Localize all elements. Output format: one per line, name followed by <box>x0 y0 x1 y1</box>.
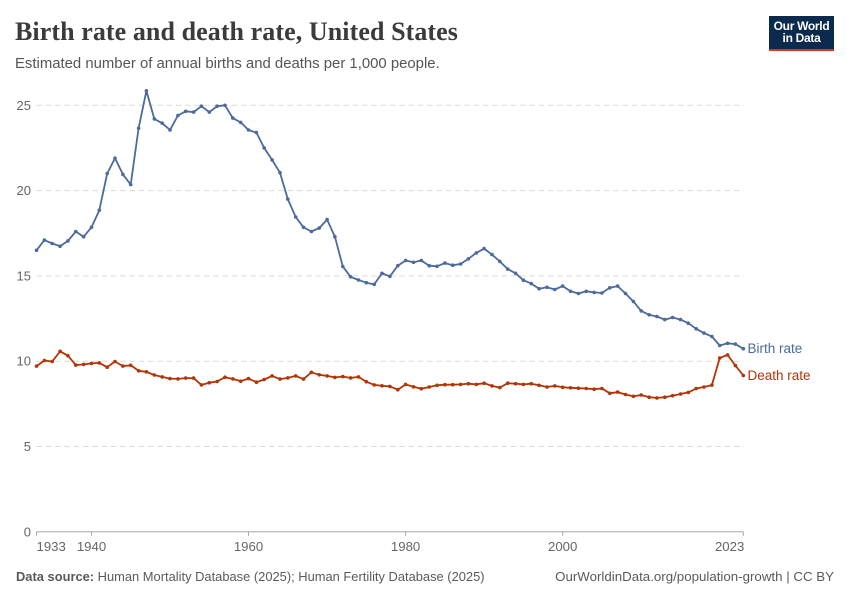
svg-text:2023: 2023 <box>715 539 744 554</box>
svg-text:5: 5 <box>24 439 31 454</box>
svg-text:1980: 1980 <box>391 539 420 554</box>
svg-text:1940: 1940 <box>77 539 106 554</box>
svg-text:2000: 2000 <box>548 539 577 554</box>
svg-text:Death rate: Death rate <box>748 368 811 383</box>
svg-text:0: 0 <box>24 524 31 539</box>
svg-text:20: 20 <box>17 183 31 198</box>
svg-text:10: 10 <box>17 354 31 369</box>
svg-text:1960: 1960 <box>234 539 263 554</box>
svg-text:Birth rate: Birth rate <box>748 341 803 356</box>
svg-text:25: 25 <box>17 98 31 113</box>
svg-text:1933: 1933 <box>37 539 66 554</box>
svg-text:15: 15 <box>17 268 31 283</box>
